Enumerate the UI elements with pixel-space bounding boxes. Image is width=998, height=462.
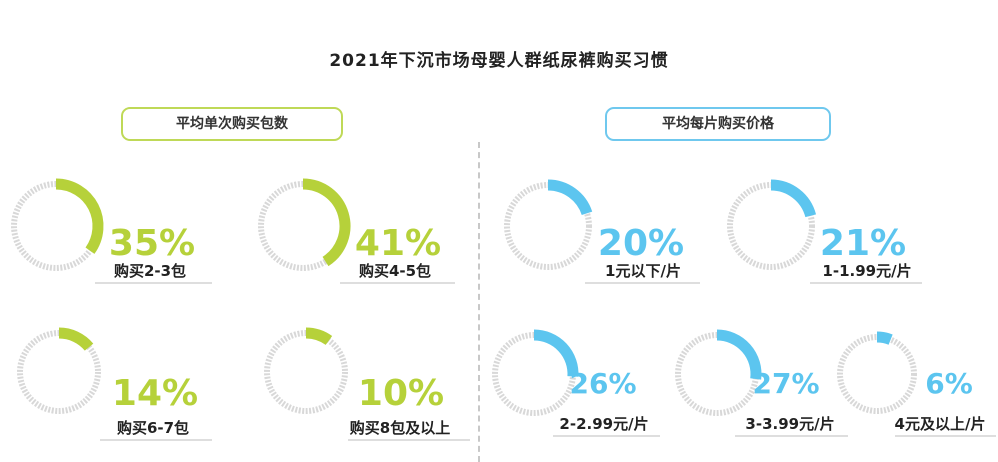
percent-label: 14% xyxy=(112,373,198,414)
percent-label: 27% xyxy=(752,367,819,400)
percent-label: 20% xyxy=(598,223,684,264)
percent-label: 35% xyxy=(109,223,195,264)
category-label: 4元及以上/片 xyxy=(895,415,986,433)
percent-label: 6% xyxy=(925,367,973,400)
donut-value-arc xyxy=(547,179,593,216)
category-label: 购买8包及以上 xyxy=(350,419,450,437)
donut-value-arc xyxy=(533,329,579,377)
category-label: 1元以下/片 xyxy=(605,262,681,280)
percent-label: 21% xyxy=(820,223,906,264)
category-label: 购买2-3包 xyxy=(114,262,186,280)
donut-value-arc xyxy=(716,329,762,380)
category-label: 3-3.99元/片 xyxy=(745,415,834,433)
category-label: 2-2.99元/片 xyxy=(559,415,648,433)
category-label: 1-1.99元/片 xyxy=(822,262,911,280)
percent-label: 41% xyxy=(355,223,441,264)
donut-value-arc xyxy=(305,327,333,346)
category-label: 购买6-7包 xyxy=(117,419,189,437)
donut-track xyxy=(264,330,348,414)
category-label: 购买4-5包 xyxy=(359,262,431,280)
chart-title: 2021年下沉市场母婴人群纸尿裤购买习惯 xyxy=(329,51,669,71)
donut-value-arc xyxy=(770,179,817,218)
donut-value-arc xyxy=(58,327,94,351)
panel-divider xyxy=(478,142,480,462)
panel-title-unit-price: 平均每片购买价格 xyxy=(605,107,831,141)
percent-label: 10% xyxy=(358,373,444,414)
panel-title-pack-count: 平均单次购买包数 xyxy=(121,107,343,141)
donut-value-arc xyxy=(876,331,893,345)
donut-value-arc xyxy=(55,178,104,254)
donut-track xyxy=(837,334,917,414)
percent-label: 26% xyxy=(569,367,636,400)
donut-value-arc xyxy=(302,178,351,267)
